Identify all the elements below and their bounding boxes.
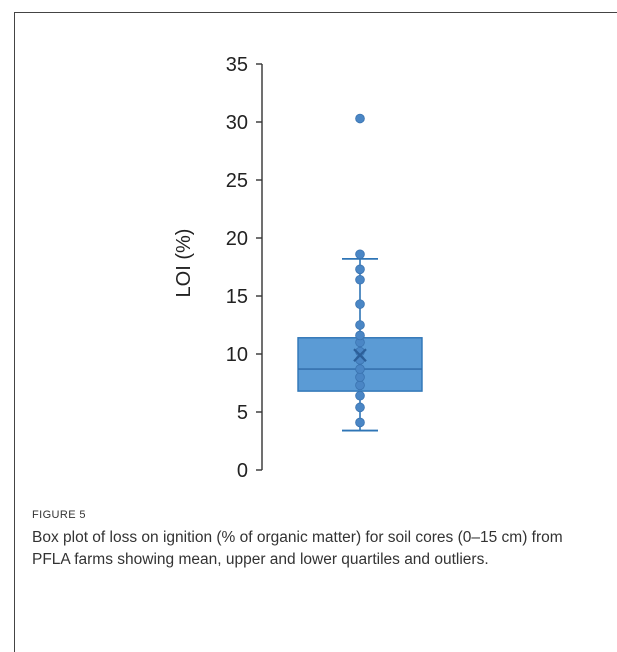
- data-point: [355, 380, 365, 391]
- data-point: [355, 390, 365, 401]
- mean-marker: [353, 348, 367, 362]
- data-point: [355, 113, 365, 124]
- box-plot-svg: 0 5 10 15 20 25 30 35 LOI (%): [173, 54, 423, 482]
- data-point: [355, 364, 365, 374]
- box-plot-chart: 0 5 10 15 20 25 30 35 LOI (%): [150, 40, 490, 500]
- data-point: [355, 330, 365, 341]
- y-axis-label: LOI (%): [173, 229, 195, 298]
- figure-label: FIGURE 5: [32, 509, 86, 521]
- y-tick-label: 0: [237, 460, 248, 482]
- data-point: [355, 264, 365, 275]
- y-tick-label: 5: [237, 402, 248, 424]
- y-tick-label: 35: [226, 54, 248, 76]
- data-point: [355, 417, 365, 428]
- y-tick-label: 20: [226, 228, 248, 250]
- figure-caption: FIGURE 5 Box plot of loss on ignition (%…: [32, 509, 592, 571]
- figure-caption-text: Box plot of loss on ignition (% of organ…: [32, 529, 563, 568]
- data-point: [355, 402, 365, 413]
- plot-area: [297, 113, 423, 432]
- y-tick-label: 10: [226, 344, 248, 366]
- data-point: [355, 372, 365, 383]
- figure-frame: [14, 12, 617, 652]
- y-tick-label: 30: [226, 112, 248, 134]
- data-point: [355, 299, 365, 309]
- data-point: [355, 274, 365, 285]
- y-tick-label: 25: [226, 170, 248, 192]
- data-point: [355, 320, 365, 330]
- data-point: [355, 249, 365, 260]
- y-tick-label: 15: [226, 286, 248, 308]
- y-axis: 0 5 10 15 20 25 30 35: [226, 54, 263, 482]
- mean-marker-stroke: [353, 348, 367, 362]
